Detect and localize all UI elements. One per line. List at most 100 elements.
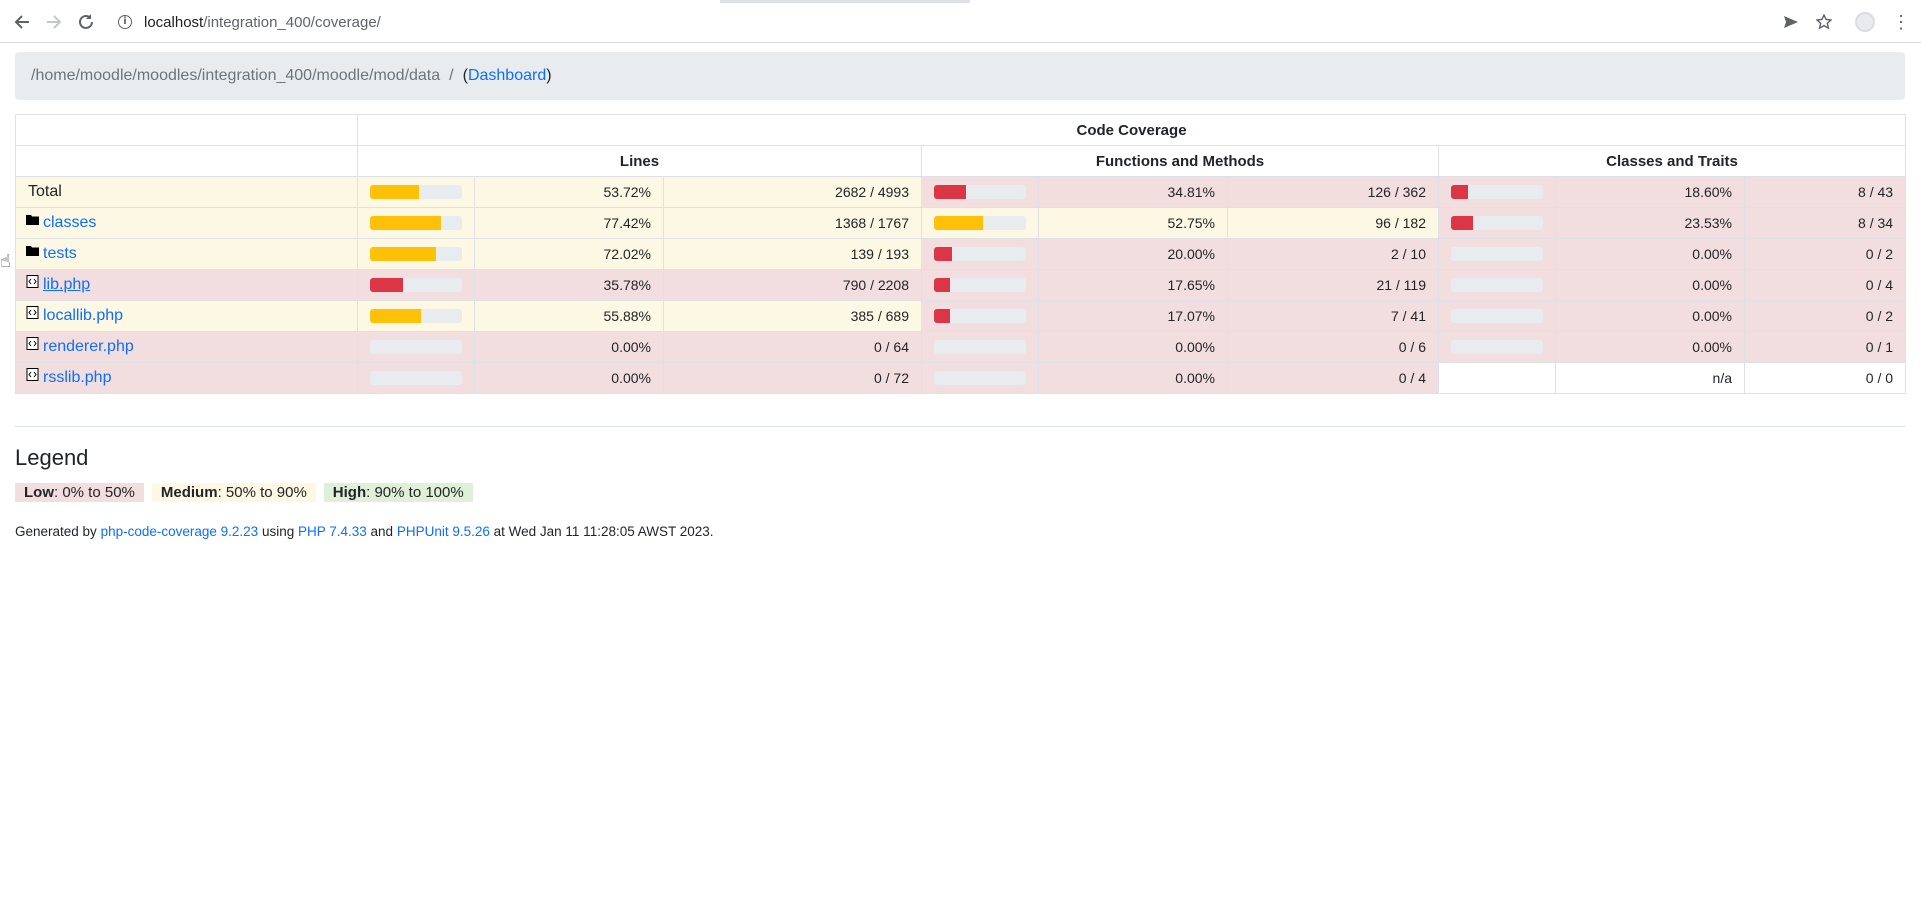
- php-link[interactable]: PHP 7.4.33: [297, 524, 367, 539]
- address-bar[interactable]: i localhost/integration_400/coverage/: [108, 8, 1798, 36]
- table-row: rsslib.php 0.00% 0 / 72 0.00% 0 / 4 n/a 0 / 0: [15, 362, 1907, 394]
- directory-link-classes[interactable]: classes: [43, 214, 97, 231]
- lines-frac: 139 / 193: [663, 238, 922, 270]
- func-progress-fill: [934, 309, 950, 323]
- func-progress-bar: [934, 309, 1026, 323]
- func-frac: 7 / 41: [1227, 300, 1439, 332]
- row-total-label: Total: [28, 183, 62, 200]
- lines-progress-bar: [370, 309, 462, 323]
- lines-progress-fill: [370, 309, 422, 323]
- back-button[interactable]: [8, 8, 36, 36]
- func-frac: 0 / 4: [1227, 362, 1439, 394]
- tab-inactive[interactable]: [970, 0, 1921, 3]
- directory-link-tests[interactable]: tests: [43, 245, 77, 262]
- func-pct: 17.07%: [1038, 300, 1228, 332]
- lines-bar-cell: [357, 207, 475, 239]
- lines-bar-cell: [357, 238, 475, 270]
- func-pct: 0.00%: [1038, 331, 1228, 363]
- page-content: /home/moodle/moodles/integration_400/moo…: [15, 52, 1907, 539]
- cls-progress-bar: [1451, 185, 1543, 199]
- dashboard-link[interactable]: Dashboard: [467, 67, 547, 84]
- table-row: locallib.php 55.88% 385 / 689 17.07% 7 / 41 0…: [15, 300, 1907, 332]
- table-row: classes 77.42% 1368 / 1767 52.75% 96 / 182 23…: [15, 207, 1907, 239]
- php-code-coverage-link[interactable]: php-code-coverage 9.2.23: [100, 524, 259, 539]
- phpunit-link[interactable]: PHPUnit 9.5.26: [396, 524, 490, 539]
- cls-progress-bar: [1451, 278, 1543, 292]
- tab-inactive[interactable]: [0, 0, 720, 3]
- cls-pct: 0.00%: [1555, 331, 1745, 363]
- cls-pct: n/a: [1555, 362, 1745, 394]
- breadcrumb: /home/moodle/moodles/integration_400/moo…: [15, 52, 1905, 100]
- lines-pct: 35.78%: [474, 269, 664, 301]
- func-bar-cell: [921, 331, 1039, 363]
- star-icon: [1816, 14, 1832, 30]
- lines-bar-cell: [357, 362, 475, 394]
- cls-frac: 0 / 1: [1743, 331, 1907, 363]
- func-bar-cell: [921, 176, 1039, 208]
- header-classes: Classes and Traits: [1437, 145, 1907, 177]
- file-link-renderer-php[interactable]: renderer.php: [43, 338, 134, 355]
- func-pct: 0.00%: [1038, 362, 1228, 394]
- lines-bar-cell: [357, 176, 475, 208]
- cls-bar-cell: [1438, 331, 1556, 363]
- code-file-icon: [26, 336, 39, 350]
- file-link-rsslib-php[interactable]: rsslib.php: [43, 369, 112, 386]
- legend-medium: Medium: 50% to 90%: [151, 483, 316, 502]
- file-link-lib-php[interactable]: lib.php: [43, 276, 91, 293]
- lines-frac: 790 / 2208: [663, 269, 922, 301]
- header-blank: [15, 145, 358, 177]
- lines-bar-cell: [357, 331, 475, 363]
- legend-high-label: High: [332, 484, 367, 501]
- cls-progress-fill: [1451, 216, 1473, 230]
- cls-pct: 0.00%: [1555, 269, 1745, 301]
- lines-progress-bar: [370, 185, 462, 199]
- legend-low-range: : 0% to 50%: [54, 484, 135, 501]
- legend-low-label: Low: [24, 484, 54, 501]
- send-button[interactable]: [1783, 8, 1799, 36]
- back-arrow-icon: [14, 15, 29, 29]
- lines-progress-fill: [370, 247, 437, 261]
- legend-title: Legend: [15, 445, 89, 470]
- func-progress-bar: [934, 278, 1026, 292]
- lines-frac: 1368 / 1767: [663, 207, 922, 239]
- func-progress-bar: [934, 185, 1026, 199]
- forward-button[interactable]: [40, 8, 68, 36]
- header-lines: Lines: [357, 145, 922, 177]
- bookmark-button[interactable]: [1816, 8, 1832, 36]
- site-info-icon[interactable]: i: [118, 15, 132, 29]
- header-code-coverage: Code Coverage: [356, 114, 1907, 146]
- cls-frac: 0 / 2: [1743, 300, 1907, 332]
- cls-frac: 8 / 34: [1743, 207, 1907, 239]
- func-bar-cell: [921, 269, 1039, 301]
- table-row: renderer.php 0.00% 0 / 64 0.00% 0 / 6 0.00% 0 …: [15, 331, 1907, 363]
- func-progress-fill: [934, 278, 951, 292]
- cls-frac: 8 / 43: [1743, 176, 1907, 208]
- cls-bar-cell: [1438, 238, 1556, 270]
- lines-progress-fill: [370, 216, 442, 230]
- menu-button[interactable]: ⋮: [1892, 8, 1910, 36]
- func-pct: 17.65%: [1038, 269, 1228, 301]
- legend-medium-range: : 50% to 90%: [217, 484, 307, 501]
- func-frac: 126 / 362: [1227, 176, 1439, 208]
- tab-strip: [0, 0, 1921, 3]
- reload-button[interactable]: [72, 8, 100, 36]
- kebab-menu-icon: ⋮: [1892, 11, 1910, 32]
- cls-frac: 0 / 4: [1743, 269, 1907, 301]
- cls-progress-bar: [1451, 216, 1543, 230]
- cls-bar-cell: [1438, 207, 1556, 239]
- func-progress-fill: [934, 247, 953, 261]
- footer-and: and: [366, 524, 397, 539]
- lines-pct: 0.00%: [474, 362, 664, 394]
- cls-progress-bar: [1451, 247, 1543, 261]
- cls-bar-cell: [1438, 176, 1556, 208]
- profile-button[interactable]: [1855, 8, 1875, 36]
- name-cell: renderer.php: [15, 331, 358, 363]
- func-bar-cell: [921, 207, 1039, 239]
- lines-pct: 53.72%: [474, 176, 664, 208]
- lines-pct: 72.02%: [474, 238, 664, 270]
- cls-progress-fill: [1451, 185, 1469, 199]
- func-pct: 20.00%: [1038, 238, 1228, 270]
- file-link-locallib-php[interactable]: locallib.php: [43, 307, 124, 324]
- breadcrumb-separator: /: [449, 67, 454, 84]
- lines-bar-cell: [357, 269, 475, 301]
